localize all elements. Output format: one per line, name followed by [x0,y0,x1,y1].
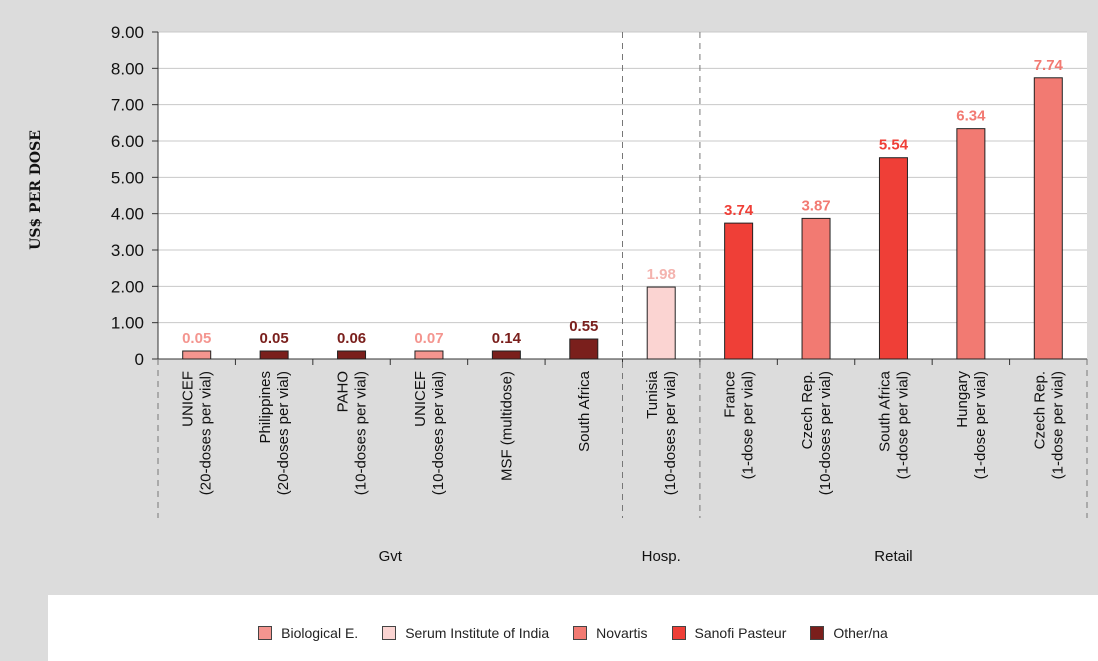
x-category-label: (1-dose per vial) [972,371,989,479]
x-category-label: (20-doses per vial) [198,371,215,495]
x-category-label: Hungary [954,371,971,428]
bar [259,350,289,360]
bar-value-label: 0.14 [492,330,522,347]
x-category-label: France [722,371,739,418]
bar-value-label: 0.55 [569,318,598,335]
bar [569,338,599,360]
legend-label: Serum Institute of India [405,625,550,641]
bar-value-label: 7.74 [1034,57,1064,74]
bar-value-label: 0.05 [260,330,289,347]
legend-swatch [671,626,686,640]
x-category-label: (1-dose per vial) [894,371,911,479]
legend-swatch [382,626,397,640]
x-category-label: UNICEF [180,371,197,427]
y-tick-label: 7.00 [111,96,144,115]
bar [414,350,444,360]
x-category-label: Tunisia [644,370,661,418]
bar-value-label: 5.54 [879,137,909,154]
bar [182,350,212,360]
legend-label: Biological E. [281,625,359,641]
legend-swatch [573,626,588,640]
bar [491,350,521,360]
legend-label: Other/na [833,625,888,641]
x-category-label: UNICEF [412,371,429,427]
bar [801,217,831,360]
x-category-label: (10-doses per vial) [817,371,834,495]
bar-value-label: 6.34 [956,108,986,125]
group-label: Hosp. [642,548,681,565]
bar-chart: 9.00 8.00 7.00 6.00 5.00 4.00 3.00 2.00 1.00 0 0.0… [111,23,1088,565]
x-category-label: Philippines [257,371,274,444]
bar [724,222,754,360]
group-label: Retail [874,548,912,565]
y-tick-label: 8.00 [111,59,144,78]
y-tick-label: 6.00 [111,132,144,151]
x-category-label: (1-dose per vial) [740,371,757,479]
x-category-label: South Africa [876,370,893,452]
bar [956,128,986,360]
bar [337,350,367,360]
x-category-label: (10-doses per vial) [662,371,679,495]
y-tick-label: 5.00 [111,168,144,187]
bar-value-label: 0.06 [337,330,366,347]
x-category-label: (1-dose per vial) [1049,371,1066,479]
legend-label: Sanofi Pasteur [694,625,787,641]
legend-row: Biological E. Serum Institute of India Nov… [48,625,1098,641]
bar-value-label: 3.87 [801,197,830,214]
y-tick-label: 0 [135,350,144,369]
x-category-label: (20-doses per vial) [275,371,292,495]
x-category-label: PAHO [335,371,352,412]
x-category-label: Czech Rep. [799,371,816,449]
legend-item: Other/na [810,625,888,641]
x-category-label: MSF (multidose) [498,371,515,481]
bar-value-label: 3.74 [724,202,754,219]
bar [1033,77,1063,360]
x-category-label: (10-doses per vial) [430,371,447,495]
bar-value-label: 0.05 [182,330,211,347]
legend-swatch [258,626,273,640]
legend-item: Biological E. [258,625,358,641]
legend: Biological E. Serum Institute of India Nov… [48,595,1098,661]
group-label: Gvt [379,548,403,565]
plot-background [158,32,1087,359]
bar-value-label: 1.98 [647,266,676,283]
bar [878,157,908,360]
y-tick-label: 1.00 [111,314,144,333]
legend-swatch [810,626,825,640]
x-category-label: (10-doses per vial) [353,371,370,495]
legend-item: Serum Institute of India [382,625,549,641]
y-tick-label: 3.00 [111,241,144,260]
legend-item: Novartis [573,625,648,641]
legend-label: Novartis [596,625,648,641]
y-axis-label: US$ PER DOSE [28,130,44,250]
legend-item: Sanofi Pasteur [671,625,787,641]
y-tick-label: 4.00 [111,205,144,224]
y-tick-label: 2.00 [111,277,144,296]
x-category-label: South Africa [576,370,593,452]
bar-value-label: 0.07 [414,330,443,347]
x-category-label: Czech Rep. [1031,371,1048,449]
y-tick-label: 9.00 [111,23,144,42]
bar [646,286,676,360]
